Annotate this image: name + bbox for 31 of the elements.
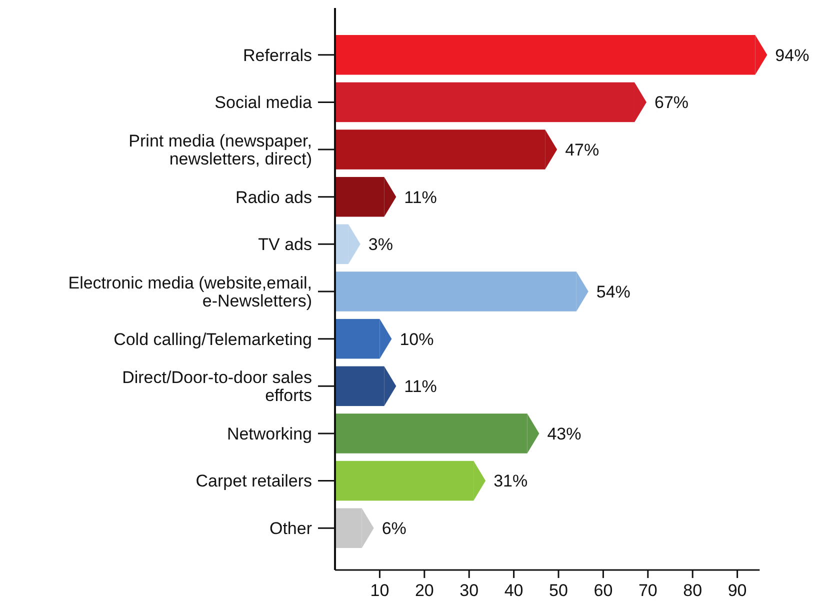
x-tick-label: 80 — [683, 581, 702, 600]
y-tick-label: Cold calling/Telemarketing — [114, 330, 312, 349]
y-tick-label: Referrals — [243, 46, 312, 65]
x-tick-label: 90 — [728, 581, 747, 600]
y-tick-label: Direct/Door-to-door sales efforts — [122, 368, 312, 405]
x-tick-label: 50 — [549, 581, 568, 600]
x-tick-label: 10 — [370, 581, 390, 600]
y-tick-label: Print media (newspaper, newsletters, direct) — [128, 131, 312, 168]
x-tick-label: 20 — [414, 581, 434, 600]
y-tick-label: Other — [269, 519, 312, 538]
y-tick-label: TV ads — [258, 235, 312, 254]
x-tick-label: 60 — [594, 581, 613, 600]
y-tick-label: Social media — [214, 93, 313, 112]
data-label: 43% — [547, 424, 582, 444]
data-label: 31% — [494, 472, 528, 491]
x-tick-label: 70 — [638, 581, 658, 600]
y-tick-label: Networking — [226, 424, 312, 444]
data-label: 11% — [404, 188, 437, 207]
data-label: 94% — [775, 46, 810, 65]
x-tick-label: 30 — [460, 581, 479, 600]
data-label: 3% — [368, 235, 393, 254]
y-tick-label: Radio ads — [235, 188, 312, 207]
data-label: 67% — [654, 93, 689, 112]
data-label: 47% — [565, 140, 600, 160]
data-label: 11% — [404, 377, 437, 396]
y-tick-label: Carpet retailers — [196, 472, 312, 491]
data-label: 10% — [400, 330, 434, 349]
data-label: 6% — [382, 519, 406, 538]
y-tick-label: Electronic media (website,email, e-Newsletters) — [68, 273, 312, 310]
x-tick-label: 40 — [504, 581, 524, 600]
data-label: 54% — [596, 282, 630, 302]
